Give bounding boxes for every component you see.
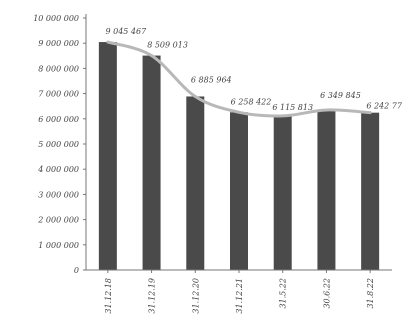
y-axis: 0 1 000 000 2 000 000 3 000 000 4 000 000 5 0… [33,14,87,275]
y-tick-label: 8 000 000 [38,64,79,73]
y-tick-label: 7 000 000 [38,90,79,99]
trend-curve [106,40,372,118]
bar [230,112,248,270]
x-tick-label: 31.12.21 [235,278,244,314]
y-tick-label: 1 000 000 [38,241,79,250]
trend-line [106,40,372,118]
y-tick-label: 0 [74,266,79,275]
data-label: 6 115 813 [272,103,313,112]
data-label: 9 045 467 [105,27,147,36]
y-tick-label: 6 000 000 [38,115,79,124]
bar [186,96,205,270]
data-label: 8 509 013 [147,41,188,50]
x-tick-label: 31.12.19 [148,278,157,314]
x-tick-label: 31.12.18 [104,278,113,314]
y-tick-label: 3 000 000 [38,190,79,199]
data-label: 6 242 77 [366,102,402,111]
bars [98,42,380,271]
y-tick-label: 9 000 000 [38,39,79,48]
data-label: 6 349 845 [320,91,361,100]
bar [317,109,336,270]
data-label: 6 258 422 [231,97,272,106]
x-tick-label: 31.8.22 [366,278,375,309]
y-tick-label: 5 000 000 [38,140,79,149]
y-tick-label: 4 000 000 [37,165,79,174]
bar [361,112,380,271]
x-axis: 31.12.18 31.12.19 31.12.20 31.12.21 31.5.22 3… [86,269,392,314]
x-tick-label: 31.5.22 [279,278,288,309]
bar [142,55,161,270]
y-tick-label: 2 000 000 [37,216,79,225]
y-tick-label: 10 000 000 [33,14,79,23]
bar [98,42,117,270]
data-label: 6 885 964 [191,75,232,84]
x-tick-label: 31.12.20 [191,278,200,314]
bar [273,115,292,270]
x-tick-label: 30.6.22 [322,278,331,309]
